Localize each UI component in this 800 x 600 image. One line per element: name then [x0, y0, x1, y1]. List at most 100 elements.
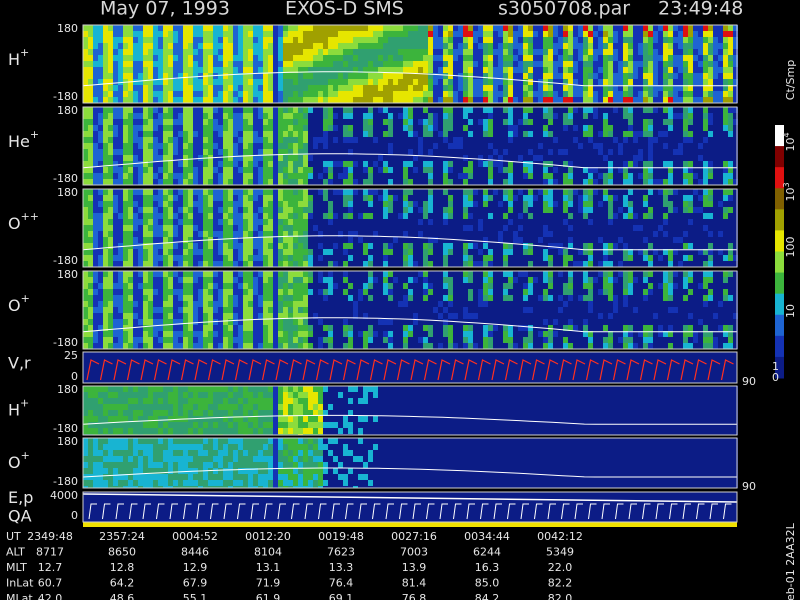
spectrogram-cell [673, 189, 678, 195]
spectrogram-cell [243, 25, 248, 31]
spectrogram-cell [363, 255, 368, 261]
spectrogram-cell [303, 161, 308, 167]
spectrogram-cell [588, 237, 593, 243]
spectrogram-cell [158, 131, 163, 137]
spectrogram-cell [668, 31, 673, 37]
spectrogram-cell [478, 113, 483, 119]
spectrogram-cell [583, 155, 588, 161]
spectrogram-cell [338, 243, 343, 249]
spectrogram-cell [593, 31, 598, 37]
spectrogram-cell [423, 207, 428, 213]
spectrogram-cell [243, 43, 248, 49]
spectrogram-cell [553, 31, 558, 37]
spectrogram-cell [328, 189, 333, 195]
spectrogram-cell [233, 37, 238, 43]
spectrogram-cell [543, 261, 548, 267]
spectrogram-cell [543, 225, 548, 231]
spectrogram-cell [293, 179, 298, 185]
spectrogram-cell [543, 231, 548, 237]
spectrogram-cell [308, 207, 313, 213]
spectrogram-cell [298, 31, 303, 37]
spectrogram-cell [463, 213, 468, 219]
spectrogram-cell [553, 131, 558, 137]
spectrogram-cell [468, 107, 473, 113]
spectrogram-cell [603, 55, 608, 61]
spectrogram-cell [83, 167, 88, 173]
spectrogram-cell [278, 237, 283, 243]
spectrogram-cell [648, 161, 653, 167]
spectrogram-cell [498, 107, 503, 113]
spectrogram-cell [543, 207, 548, 213]
spectrogram-cell [568, 113, 573, 119]
spectrogram-cell [88, 179, 93, 185]
spectrogram-cell [698, 173, 703, 179]
spectrogram-cell [648, 137, 653, 143]
spectrogram-cell [348, 167, 353, 173]
spectrogram-cell [183, 31, 188, 37]
spectrogram-cell [203, 107, 208, 113]
spectrogram-cell [543, 67, 548, 73]
spectrogram-cell [118, 213, 123, 219]
spectrogram-cell [198, 85, 203, 91]
spectrogram-cell [428, 207, 433, 213]
spectrogram-cell [598, 131, 603, 137]
spectrogram-cell [208, 243, 213, 249]
spectrogram-cell [343, 149, 348, 155]
spectrogram-cell [703, 25, 708, 31]
spectrogram-cell [548, 243, 553, 249]
spectrogram-cell [198, 137, 203, 143]
spectrogram-cell [288, 173, 293, 179]
spectrogram-cell [298, 119, 303, 125]
spectrogram-cell [303, 61, 308, 67]
spectrogram-cell [143, 125, 148, 131]
spectrogram-cell [108, 195, 113, 201]
spectrogram-cell [573, 73, 578, 79]
spectrogram-cell [183, 137, 188, 143]
spectrogram-cell [253, 73, 258, 79]
spectrogram-cell [658, 155, 663, 161]
spectrogram-cell [168, 79, 173, 85]
spectrogram-cell [673, 249, 678, 255]
spectrogram-cell [313, 73, 318, 79]
spectrogram-cell [403, 261, 408, 267]
spectrogram-cell [348, 189, 353, 195]
spectrogram-cell [223, 37, 228, 43]
spectrogram-cell [598, 73, 603, 79]
spectrogram-cell [423, 201, 428, 207]
spectrogram-cell [483, 67, 488, 73]
spectrogram-cell [663, 255, 668, 261]
spectrogram-cell [243, 119, 248, 125]
spectrogram-cell [593, 243, 598, 249]
spectrogram-cell [348, 137, 353, 143]
spectrogram-cell [323, 167, 328, 173]
spectrogram-cell [383, 237, 388, 243]
spectrogram-cell [478, 201, 483, 207]
spectrogram-cell [463, 149, 468, 155]
spectrogram-cell [548, 225, 553, 231]
spectrogram-cell [293, 43, 298, 49]
spectrogram-cell [428, 43, 433, 49]
spectrogram-cell [98, 91, 103, 97]
spectrogram-cell [113, 25, 118, 31]
spectrogram-cell [188, 137, 193, 143]
spectrogram-cell [343, 255, 348, 261]
spectrogram-cell [343, 79, 348, 85]
spectrogram-cell [668, 85, 673, 91]
spectrogram-cell [278, 179, 283, 185]
spectrogram-cell [293, 231, 298, 237]
spectrogram-cell [473, 201, 478, 207]
spectrogram-cell [463, 243, 468, 249]
spectrogram-cell [268, 149, 273, 155]
spectrogram-cell [423, 67, 428, 73]
spectrogram-cell [543, 31, 548, 37]
spectrogram-cell [518, 237, 523, 243]
spectrogram-cell [143, 231, 148, 237]
spectrogram-cell [223, 131, 228, 137]
spectrogram-cell [623, 37, 628, 43]
spectrogram-cell [418, 189, 423, 195]
spectrogram-cell [233, 261, 238, 267]
spectrogram-cell [223, 91, 228, 97]
spectrogram-cell [148, 243, 153, 249]
spectrogram-cell [408, 25, 413, 31]
spectrogram-cell [568, 173, 573, 179]
